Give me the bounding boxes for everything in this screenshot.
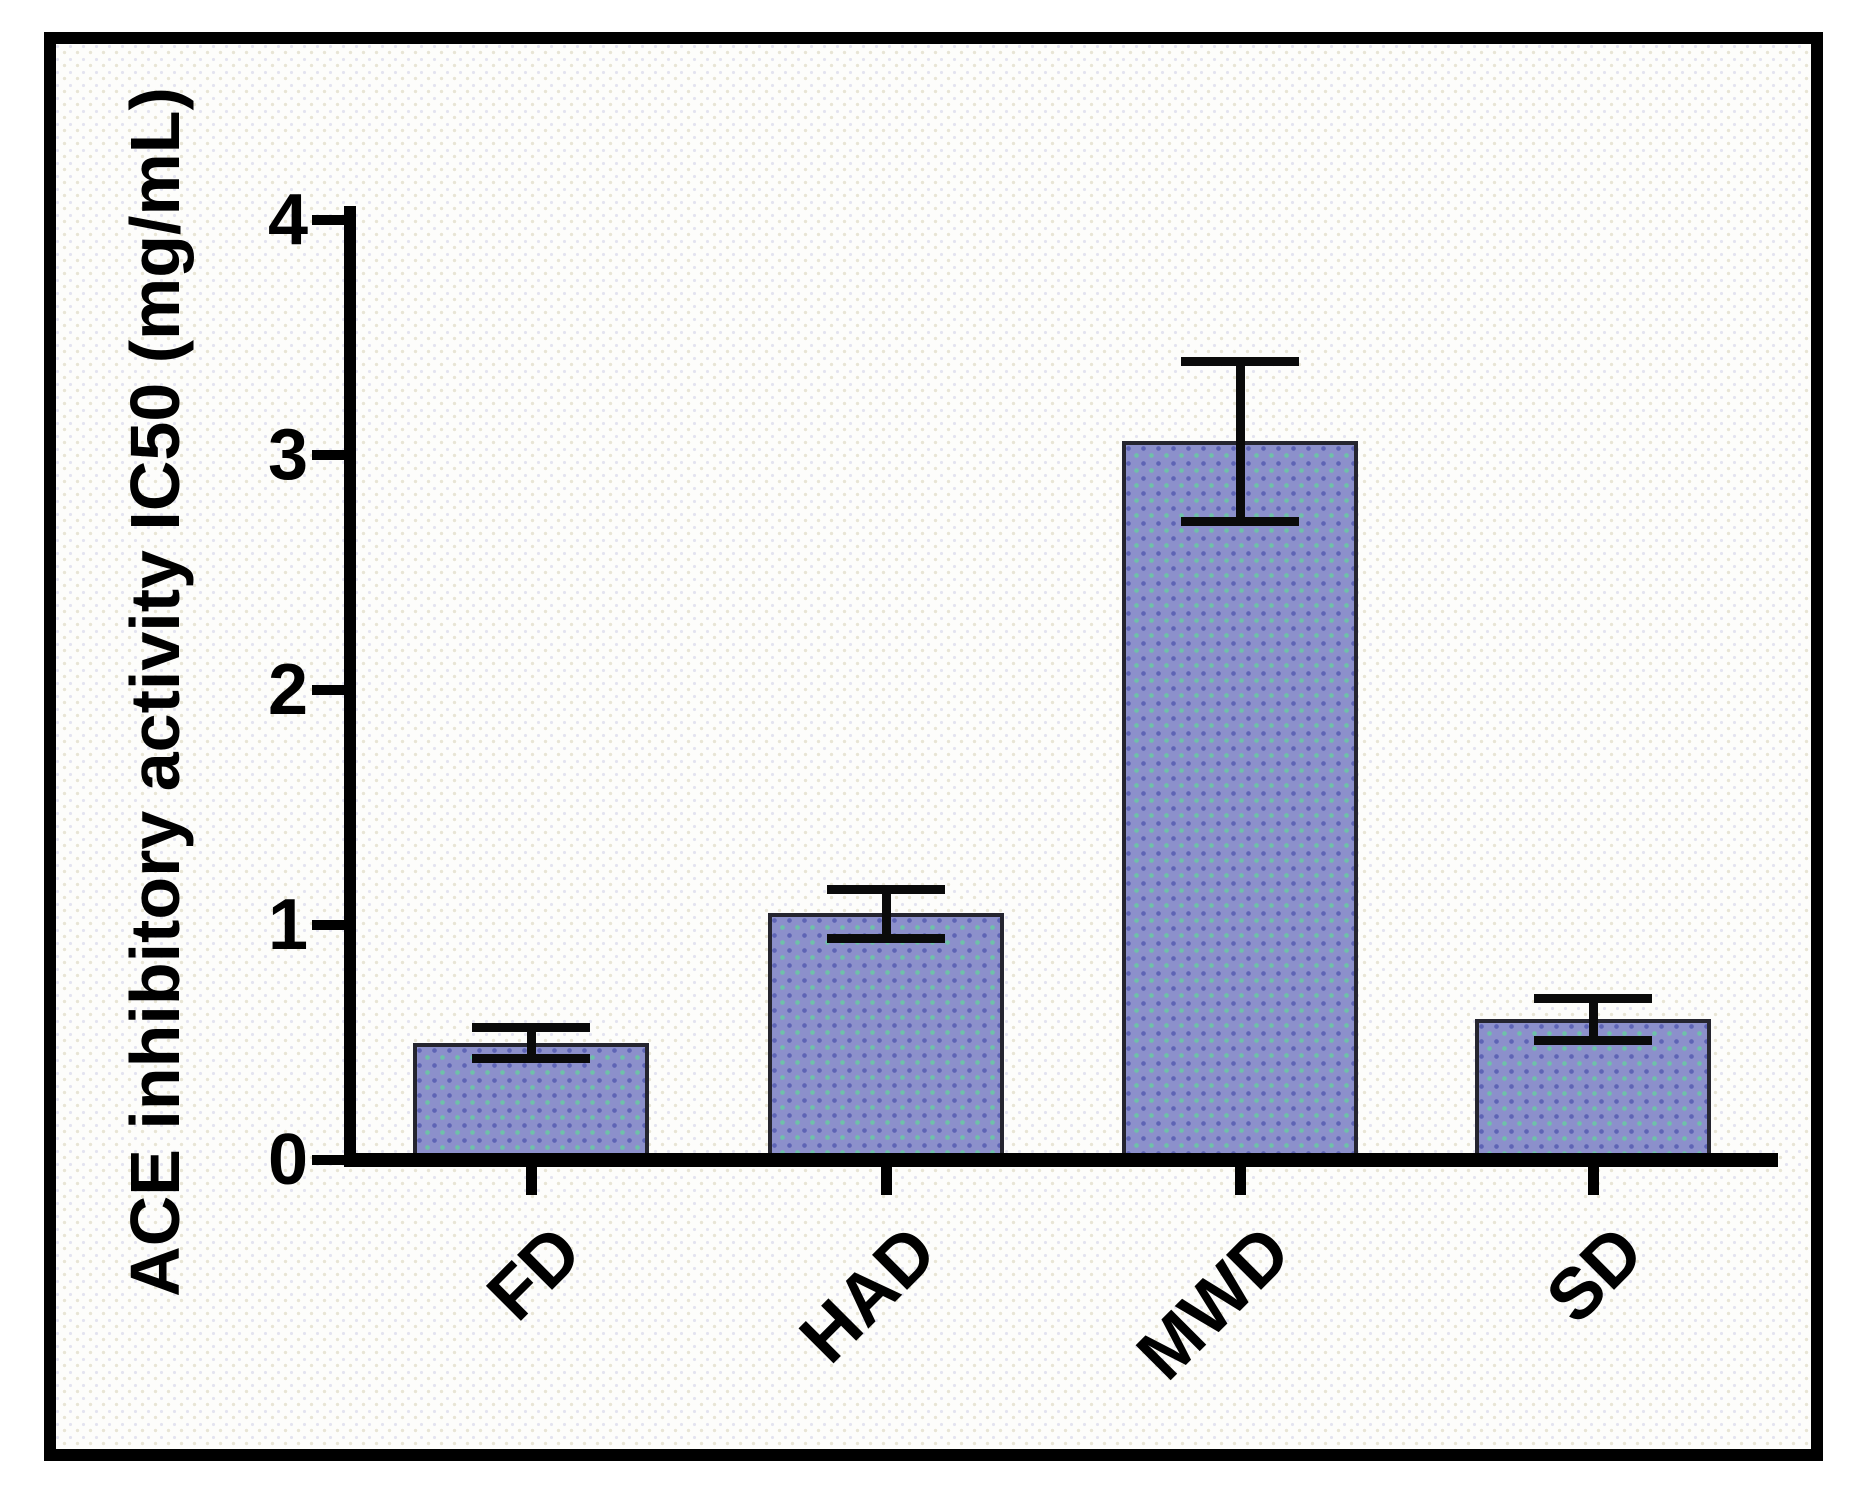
error-bar-cap-bottom-had [827,934,945,943]
x-axis-label-mwd: MWD [1121,1211,1306,1395]
y-axis-line [344,206,356,1167]
error-bar-cap-top-sd [1534,994,1652,1003]
y-tick-label-4: 4 [267,180,308,260]
y-tick-1 [312,920,345,930]
y-tick-label-2: 2 [267,650,308,730]
x-axis-line [344,1153,1778,1167]
y-tick-label-1: 1 [267,885,308,965]
y-tick-4 [312,215,345,225]
error-bar-cap-bottom-sd [1534,1036,1652,1045]
error-bar-cap-bottom-mwd [1181,517,1299,526]
y-tick-3 [312,450,345,460]
error-bar-cap-top-had [827,885,945,894]
error-bar-line-had [882,889,891,938]
y-tick-0 [312,1155,345,1165]
x-tick-fd [526,1165,537,1195]
x-tick-mwd [1235,1165,1246,1195]
error-bar-cap-top-mwd [1181,357,1299,366]
x-tick-sd [1588,1165,1599,1195]
bar-had [768,913,1004,1167]
x-axis-label-sd: SD [1531,1211,1659,1339]
bar-mwd [1122,441,1358,1167]
error-bar-cap-bottom-fd [472,1054,590,1063]
y-tick-2 [312,685,345,695]
y-tick-label-3: 3 [267,415,308,495]
error-bar-line-fd [527,1027,536,1058]
error-bar-line-sd [1589,998,1598,1040]
x-tick-had [881,1165,892,1195]
x-axis-label-had: HAD [784,1211,952,1379]
bar-fd [413,1043,649,1167]
y-tick-label-0: 0 [267,1120,308,1200]
error-bar-line-mwd [1236,361,1245,521]
error-bar-cap-top-fd [472,1023,590,1032]
x-axis-label-fd: FD [472,1211,597,1336]
